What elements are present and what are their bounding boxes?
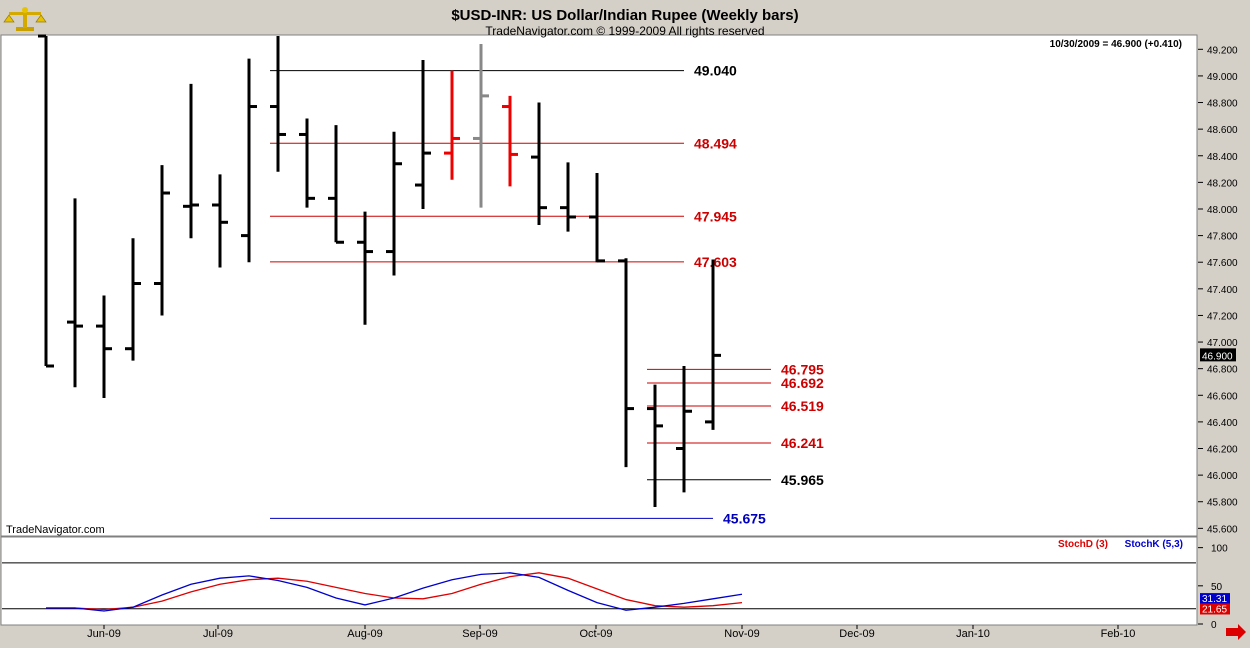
x-tick-label: Jan-10 — [956, 628, 990, 640]
stoch-d-legend: StochD (3) — [1058, 539, 1108, 550]
y-tick-label: 46.200 — [1207, 445, 1238, 456]
y-tick-label: 47.600 — [1207, 258, 1238, 269]
stoch-series-line — [46, 572, 743, 612]
level-label: 48.494 — [694, 135, 737, 151]
x-tick-label: Oct-09 — [579, 628, 612, 640]
x-tick-label: Jun-09 — [87, 628, 121, 640]
level-label: 47.945 — [694, 208, 737, 224]
y-tick-label: 48.200 — [1207, 178, 1238, 189]
y-tick-label: 47.200 — [1207, 311, 1238, 322]
y-tick-label: 46.800 — [1207, 365, 1238, 376]
y-tick-label: 47.000 — [1207, 338, 1238, 349]
y-tick-label: 45.600 — [1207, 524, 1238, 535]
x-tick-label: Feb-10 — [1101, 628, 1136, 640]
y-tick-label: 49.000 — [1207, 72, 1238, 83]
x-tick-label: Nov-09 — [724, 628, 759, 640]
right-arrow-icon[interactable] — [1226, 624, 1246, 640]
stochastic-panel — [0, 536, 1198, 626]
y-tick-label: 45.800 — [1207, 498, 1238, 509]
watermark-text: TradeNavigator.com — [6, 524, 105, 536]
x-tick-label: Jul-09 — [203, 628, 233, 640]
last-close-status: 10/30/2009 = 46.900 (+0.410) — [1050, 39, 1182, 50]
y-tick-label: 48.400 — [1207, 152, 1238, 163]
stoch-k-value: 31.31 — [1202, 594, 1227, 605]
x-tick-label: Aug-09 — [347, 628, 382, 640]
level-label: 46.519 — [781, 398, 824, 414]
y-tick-label: 46.400 — [1207, 418, 1238, 429]
stoch-tick-label: 100 — [1211, 544, 1228, 555]
stoch-tick-label: 50 — [1211, 582, 1223, 593]
y-tick-label: 48.600 — [1207, 125, 1238, 136]
y-tick-label: 46.600 — [1207, 391, 1238, 402]
chart-title: $USD-INR: US Dollar/Indian Rupee (Weekly… — [451, 7, 798, 24]
price-panel — [0, 34, 1198, 537]
stoch-tick-label: 0 — [1211, 620, 1217, 631]
stoch-k-value-tag — [1200, 593, 1230, 605]
y-tick-label: 49.200 — [1207, 45, 1238, 56]
stoch-d-value-tag — [1200, 603, 1230, 615]
level-label: 45.965 — [781, 472, 824, 488]
level-label: 49.040 — [694, 63, 737, 79]
last-price-tag — [1200, 348, 1236, 362]
level-label: 46.692 — [781, 375, 824, 391]
x-tick-label: Dec-09 — [839, 628, 874, 640]
level-label: 45.675 — [723, 510, 766, 526]
level-label: 47.603 — [694, 254, 737, 270]
chart-subtitle: TradeNavigator.com © 1999-2009 All right… — [485, 24, 764, 38]
last-price-label: 46.900 — [1202, 351, 1233, 362]
scales-logo-icon — [3, 7, 47, 31]
y-tick-label: 46.000 — [1207, 471, 1238, 482]
stoch-d-value: 21.65 — [1202, 604, 1227, 615]
y-tick-label: 48.800 — [1207, 99, 1238, 110]
stoch-k-legend: StochK (5,3) — [1125, 539, 1183, 550]
level-label: 46.241 — [781, 435, 824, 451]
y-tick-label: 48.000 — [1207, 205, 1238, 216]
level-label: 46.795 — [781, 361, 824, 377]
x-tick-label: Sep-09 — [462, 628, 497, 640]
y-tick-label: 47.400 — [1207, 285, 1238, 296]
y-tick-label: 47.800 — [1207, 232, 1238, 243]
